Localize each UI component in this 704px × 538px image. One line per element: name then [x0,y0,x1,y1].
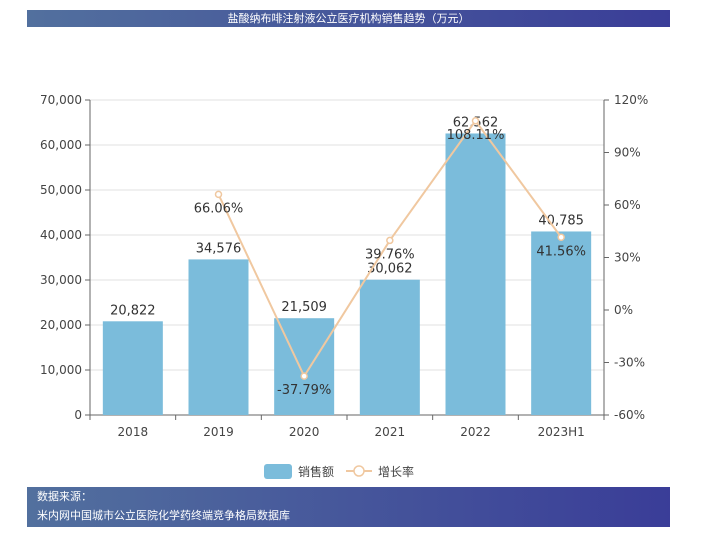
chart-title: 盐酸纳布啡注射液公立医疗机构销售趋势（万元） [27,10,670,27]
legend-line-marker [353,465,365,477]
y-left-tick-label: 20,000 [40,318,82,332]
bar [359,279,420,415]
bar-data-label: 21,509 [281,300,327,315]
y-left-tick-label: 30,000 [40,273,82,287]
growth-point [471,117,480,125]
growth-data-label: 108.11% [447,128,505,143]
y-right-tick-label: 90% [614,146,641,160]
bar [188,259,249,415]
bar [102,321,163,415]
growth-point [557,233,565,242]
legend-line-label: 增长率 [378,464,414,479]
bar [531,231,592,415]
y-right-tick-label: -60% [614,408,645,422]
growth-point [214,190,223,199]
growth-point [300,372,308,380]
x-tick-label: 2022 [460,425,491,439]
y-right-tick-label: 0% [614,303,633,317]
y-left-tick-label: 50,000 [40,183,82,197]
legend-bar-label: 销售额 [298,464,334,479]
x-tick-label: 2020 [289,425,320,439]
bar-data-label: 34,576 [196,241,242,256]
x-tick-label: 2021 [375,425,406,439]
x-tick-label: 2018 [118,425,149,439]
source-footer: 数据来源： 米内网中国城市公立医院化学药终端竞争格局数据库 [27,487,670,527]
growth-data-label: 66.06% [194,201,244,216]
bar-data-label: 20,822 [110,303,156,318]
bar-data-label: 40,785 [538,213,584,228]
growth-data-label: 41.56% [536,244,586,259]
y-left-tick-label: 0 [74,408,82,422]
y-right-tick-label: 60% [614,198,641,212]
y-left-tick-label: 10,000 [40,363,82,377]
y-right-tick-label: -30% [614,356,645,370]
y-right-tick-label: 120% [614,93,648,107]
source-label: 数据来源： [37,490,92,503]
bar-data-label: 30,062 [367,262,413,277]
x-tick-label: 2023H1 [538,425,585,439]
bar [445,133,506,415]
y-left-tick-label: 60,000 [40,138,82,152]
source-text: 米内网中国城市公立医院化学药终端竞争格局数据库 [37,509,290,522]
y-left-tick-label: 40,000 [40,228,82,242]
growth-data-label: 39.76% [365,247,415,262]
x-tick-label: 2019 [203,425,234,439]
y-left-tick-label: 70,000 [40,93,82,107]
growth-point [386,236,394,245]
legend-bar-swatch [264,464,292,479]
growth-data-label: -37.79% [277,383,331,398]
y-right-tick-label: 30% [614,251,641,265]
